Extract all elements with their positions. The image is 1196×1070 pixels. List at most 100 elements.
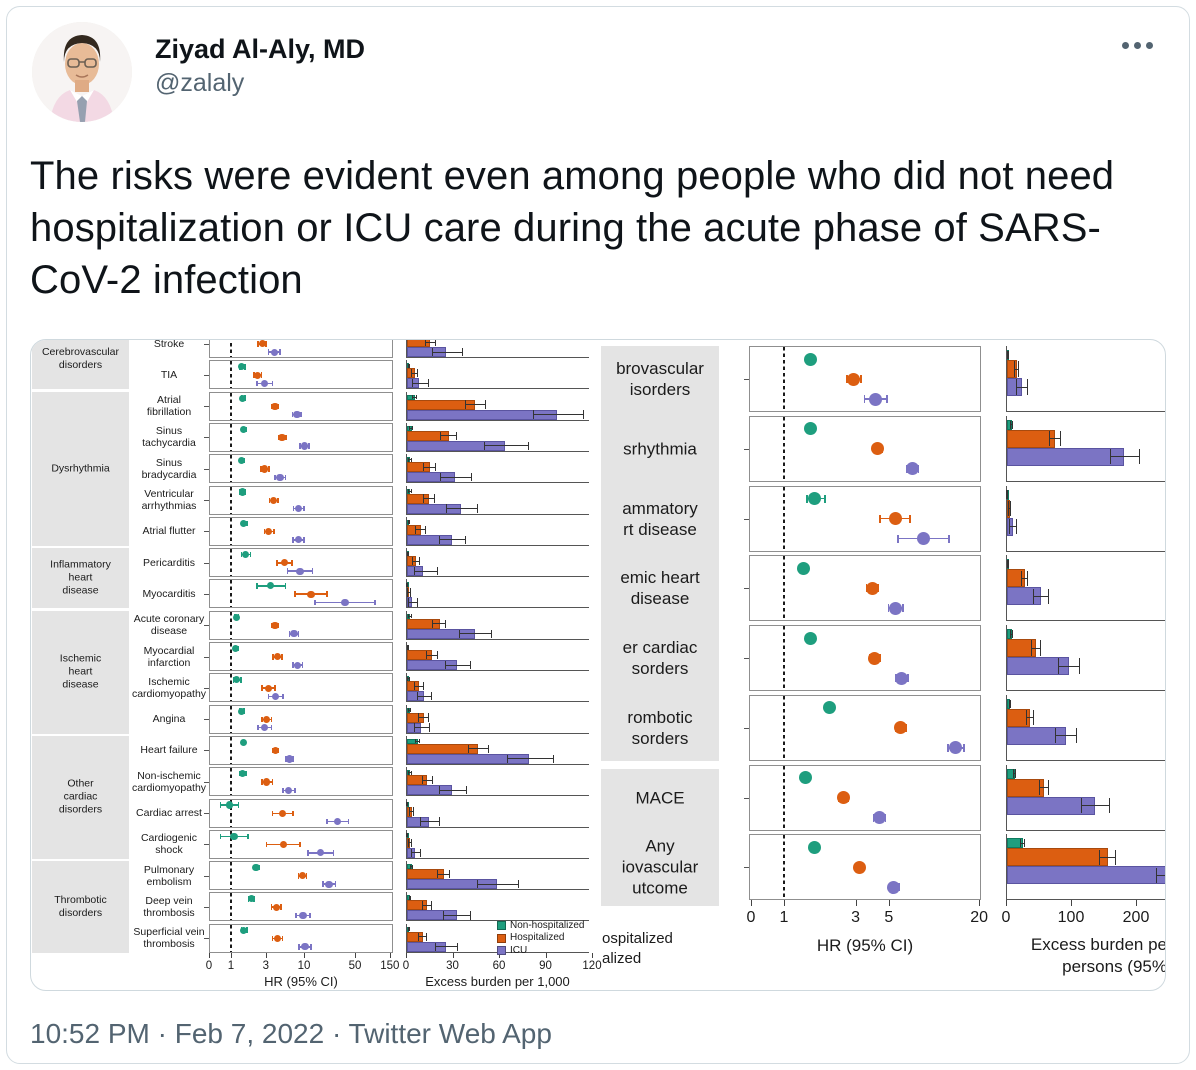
burden-bar-hospitalized-ci-cap	[419, 556, 421, 566]
reference-line-hr1	[230, 611, 232, 639]
reference-line-hr1	[230, 455, 232, 483]
hr-point-hospitalized-ci-cap	[277, 497, 279, 504]
avatar-illustration	[32, 22, 132, 122]
reference-line-hr1	[230, 549, 232, 577]
burden-bar-hospitalized-ci-cap	[412, 556, 414, 566]
burden-bar-non-hospitalized-ci-cap	[408, 676, 410, 681]
burden-bar-hospitalized-ci-cap	[411, 838, 413, 847]
y-axis-tick	[744, 658, 749, 659]
burden-bar-non-hospitalized-ci-cap	[1008, 699, 1010, 708]
x-axis-tick-label: 0	[746, 909, 756, 927]
hr-point-hospitalized	[307, 590, 315, 598]
burden-bar-hospitalized-ci	[437, 873, 450, 875]
hr-point-non-hospitalized	[808, 840, 822, 854]
burden-bar-icu-ci-cap	[427, 379, 429, 388]
x-axis-tick-label: 3	[262, 959, 270, 972]
hr-point-non-hospitalized-ci-cap	[246, 927, 248, 933]
burden-bar-hospitalized-ci-cap	[1009, 500, 1011, 517]
outcome-label: Ventricular arrhythmias	[141, 488, 197, 512]
burden-bar-non-hospitalized-ci-cap	[409, 864, 411, 869]
hr-point-icu-ci-cap	[288, 631, 291, 637]
burden-bar-non-hospitalized-ci-cap	[419, 739, 421, 744]
hr-point-hospitalized-ci-cap	[297, 873, 300, 879]
hr-panel-row	[209, 829, 393, 859]
burden-bar-hospitalized-ci	[407, 842, 412, 844]
burden-bar-icu-ci	[477, 883, 518, 885]
x-axis-tick-label: 120	[582, 959, 602, 972]
reference-line-hr1	[230, 580, 232, 608]
hr-group-row	[749, 485, 981, 552]
y-axis-tick	[204, 844, 209, 846]
hr-point-hospitalized-ci-cap	[261, 779, 263, 785]
burden-bar-icu-ci-cap	[410, 848, 412, 857]
hr-point-icu-ci-cap	[282, 693, 284, 700]
hr-point-hospitalized	[265, 528, 273, 536]
burden-bar-hospitalized-ci-cap	[1025, 710, 1027, 726]
category-label: Thrombotic disorders	[54, 893, 107, 919]
x-axis-tick	[209, 952, 210, 958]
x-axis-tick	[499, 952, 500, 958]
category-box	[32, 861, 129, 953]
hr-point-icu	[293, 411, 301, 419]
legend-swatch	[497, 933, 506, 943]
burden-bar-non-hospitalized-ci	[409, 866, 413, 868]
burden-bar-icu-ci-cap	[444, 660, 446, 670]
hr-panel-row	[209, 360, 393, 390]
hr-point-non-hospitalized-ci-cap	[247, 833, 249, 840]
more-menu-icon[interactable]	[1122, 42, 1153, 49]
tweet-image-figure[interactable]: Cerebrovascular disorders Dysrhythmia Infl…	[30, 339, 1166, 991]
hr-point-hospitalized	[278, 434, 286, 442]
hr-point-icu-ci-cap	[297, 631, 300, 637]
author-name[interactable]: Ziyad Al-Aly, MD	[155, 34, 366, 64]
y-axis-tick	[204, 875, 209, 877]
y-axis-tick	[744, 588, 749, 590]
burden-bar-non-hospitalized-ci-cap	[408, 551, 410, 556]
burden-bar-non-hospitalized-ci	[408, 459, 411, 461]
hr-point-hospitalized	[263, 778, 271, 786]
reference-line-hr1	[230, 423, 232, 451]
hr-panel-row	[209, 798, 393, 828]
burden-panel-row	[406, 704, 589, 734]
burden-bar-non-hospitalized-ci-cap	[408, 770, 410, 775]
hr-point-icu	[949, 741, 963, 755]
burden-bar-hospitalized-ci-cap	[410, 369, 412, 378]
author-handle[interactable]: @zalaly	[155, 69, 245, 97]
burden-bar-icu-ci-cap	[457, 942, 459, 951]
hr-point-icu	[301, 442, 309, 450]
group-label-column	[601, 769, 719, 906]
burden-bar-hospitalized	[407, 340, 431, 347]
burden-bar-icu-ci-cap	[483, 441, 485, 451]
hr-point-hospitalized-ci-cap	[277, 403, 280, 410]
hr-point-non-hospitalized-ci-cap	[255, 583, 258, 589]
burden-bar-non-hospitalized-ci-cap	[408, 708, 410, 713]
hr-panel-row	[209, 642, 393, 671]
burden-bar-non-hospitalized-ci-cap	[406, 582, 408, 587]
burden-bar-non-hospitalized-ci	[412, 396, 417, 398]
burden-bar-hospitalized-ci-cap	[1059, 431, 1061, 447]
y-axis-tick	[744, 797, 749, 799]
hr-group-row	[749, 625, 981, 691]
burden-bar-icu-ci	[1155, 874, 1165, 876]
avatar[interactable]	[32, 22, 132, 122]
hr-point-icu-ci-cap	[267, 693, 270, 700]
category-box	[32, 610, 129, 734]
hr-point-non-hospitalized	[267, 582, 275, 590]
burden-bar-icu-ci	[1032, 595, 1048, 597]
burden-bar-icu-ci-cap	[1032, 588, 1034, 604]
burden-group-row	[1006, 346, 1165, 412]
burden-bar-icu-ci-cap	[1047, 588, 1049, 604]
hr-point-non-hospitalized	[803, 352, 817, 366]
reference-line-hr1	[230, 643, 232, 670]
outcome-label: Pulmonary embolism	[143, 863, 195, 888]
burden-bar-hospitalized-ci-cap	[1039, 640, 1041, 656]
y-axis-tick	[204, 374, 209, 376]
hr-point-icu-ci-cap	[294, 787, 296, 794]
x-axis-tick	[1071, 900, 1072, 907]
burden-bar-hospitalized-ci-cap	[430, 901, 432, 910]
burden-group-row	[1006, 555, 1165, 622]
hr-point-hospitalized	[280, 559, 289, 567]
legend-label: ICU	[510, 944, 528, 956]
burden-bar-icu	[1007, 866, 1165, 885]
burden-bar-non-hospitalized-ci-cap	[409, 927, 411, 932]
burden-bar-non-hospitalized-ci-cap	[1008, 350, 1010, 360]
